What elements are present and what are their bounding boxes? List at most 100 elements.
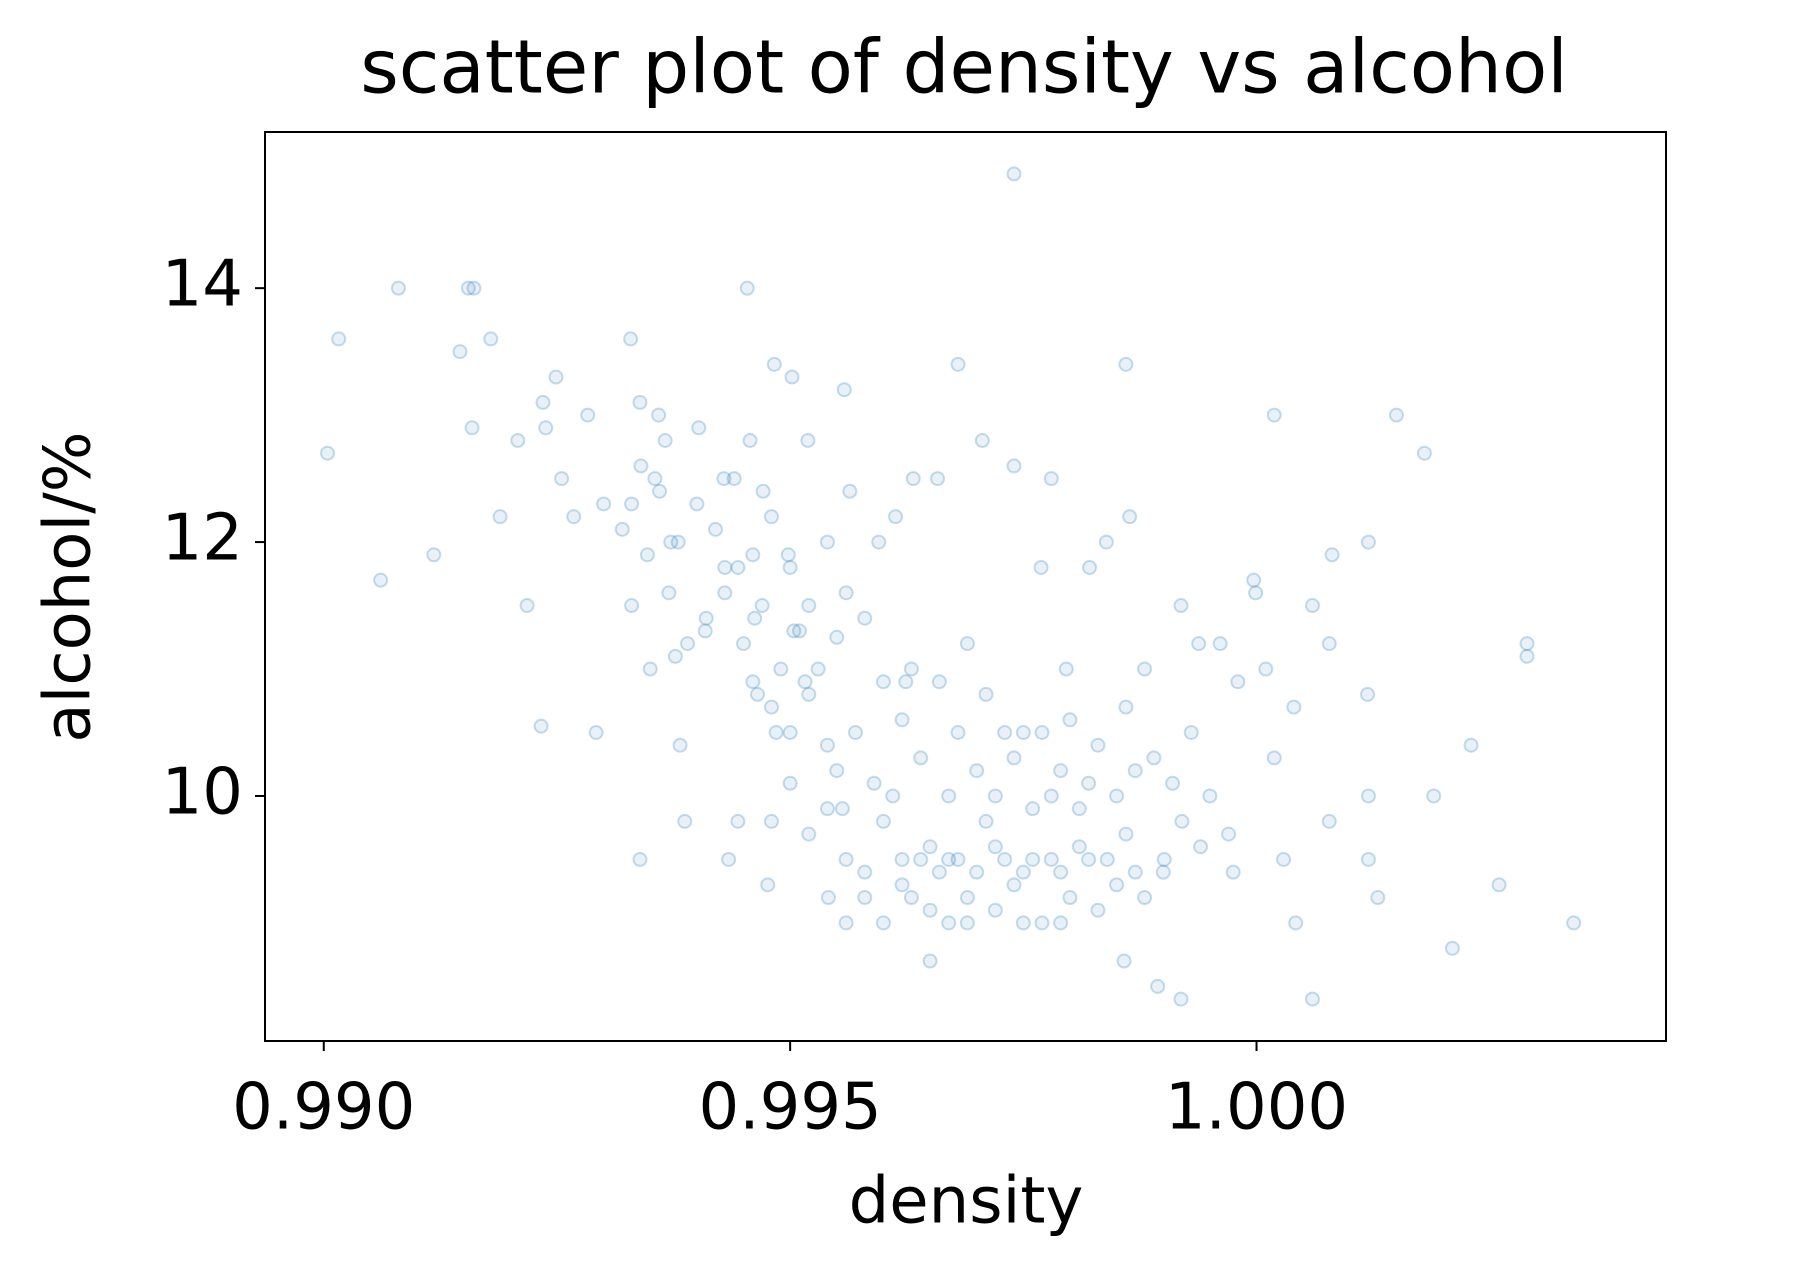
scatter-point (978, 686, 994, 702)
scatter-point (624, 598, 640, 614)
scatter-point (1082, 559, 1098, 575)
scatter-point (1137, 661, 1153, 677)
scatter-point (647, 471, 663, 487)
scatter-point (997, 724, 1013, 740)
scatter-point (538, 420, 554, 436)
plot-frame (264, 131, 1667, 1042)
scatter-point (492, 509, 508, 525)
scatter-point (1276, 851, 1292, 867)
scatter-point (941, 915, 957, 931)
scatter-point (791, 623, 807, 639)
scatter-point (1191, 636, 1207, 652)
scatter-point (1053, 864, 1069, 880)
scatter-point (782, 775, 798, 791)
scatter-point (1043, 851, 1059, 867)
scatter-point (566, 509, 582, 525)
scatter-point (913, 851, 929, 867)
scatter-point (857, 890, 873, 906)
scatter-point (1090, 737, 1106, 753)
scatter-point (680, 636, 696, 652)
scatter-point (838, 915, 854, 931)
scatter-point (661, 585, 677, 601)
scatter-point (739, 280, 755, 296)
scatter-point (1006, 458, 1022, 474)
scatter-point (1246, 572, 1262, 588)
x-axis-label: density (849, 1165, 1084, 1239)
scatter-point (894, 712, 910, 728)
scatter-point (426, 547, 442, 563)
scatter-point (721, 851, 737, 867)
scatter-point (1266, 407, 1282, 423)
scatter-point (894, 877, 910, 893)
scatter-point (1006, 750, 1022, 766)
scatter-point (331, 331, 347, 347)
scatter-point (913, 750, 929, 766)
y-tick-label: 14 (162, 248, 243, 322)
scatter-point (452, 344, 468, 360)
scatter-point (1116, 953, 1132, 969)
scatter-point (632, 851, 648, 867)
chart-title: scatter plot of density vs alcohol (360, 25, 1568, 111)
scatter-point (1034, 915, 1050, 931)
scatter-point (651, 407, 667, 423)
scatter-point (1025, 851, 1041, 867)
scatter-point (667, 648, 683, 664)
scatter-point (1015, 915, 1031, 931)
scatter-point (614, 521, 630, 537)
scatter-point (1304, 598, 1320, 614)
scatter-point (930, 471, 946, 487)
scatter-point (974, 433, 990, 449)
scatter-point (969, 864, 985, 880)
scatter-point (987, 902, 1003, 918)
scatter-point (780, 547, 796, 563)
y-tick-label: 12 (162, 502, 243, 576)
scatter-point (959, 915, 975, 931)
scatter-point (633, 458, 649, 474)
scatter-point (1173, 598, 1189, 614)
scatter-point (1127, 864, 1143, 880)
scatter-point (632, 394, 648, 410)
scatter-point (1266, 750, 1282, 766)
scatter-point (1071, 801, 1087, 817)
scatter-point (1062, 712, 1078, 728)
scatter-point (838, 851, 854, 867)
scatter-point (1081, 851, 1097, 867)
scatter-point (797, 674, 813, 690)
scatter-point (1015, 724, 1031, 740)
scatter-point (931, 674, 947, 690)
scatter-point (1062, 890, 1078, 906)
scatter-point (1053, 763, 1069, 779)
scatter-point (1043, 471, 1059, 487)
scatter-point (736, 636, 752, 652)
scatter-point (749, 686, 765, 702)
x-tick-label: 0.990 (232, 1071, 415, 1145)
scatter-point (898, 674, 914, 690)
scatter-point (717, 559, 733, 575)
scatter-point (708, 521, 724, 537)
scatter-point (941, 851, 957, 867)
scatter-point (483, 331, 499, 347)
scatter-point (1118, 826, 1134, 842)
scatter-point (745, 547, 761, 563)
scatter-point (730, 559, 746, 575)
scatter-point (1491, 877, 1507, 893)
scatter-point (1225, 864, 1241, 880)
scatter-point (1174, 813, 1190, 829)
scatter-point (875, 674, 891, 690)
scatter-point (1321, 813, 1337, 829)
scatter-point (969, 763, 985, 779)
scatter-point (1109, 877, 1125, 893)
scatter-point (697, 623, 713, 639)
scatter-point (834, 801, 850, 817)
scatter-point (766, 356, 782, 372)
scatter-point (548, 369, 564, 385)
scatter-point (1183, 724, 1199, 740)
scatter-point (1109, 788, 1125, 804)
scatter-point (1258, 661, 1274, 677)
scatter-point (1071, 839, 1087, 855)
scatter-point (782, 724, 798, 740)
points (319, 166, 1582, 1007)
scatter-point (663, 534, 679, 550)
scatter-point (1146, 750, 1162, 766)
scatter-point (763, 813, 779, 829)
